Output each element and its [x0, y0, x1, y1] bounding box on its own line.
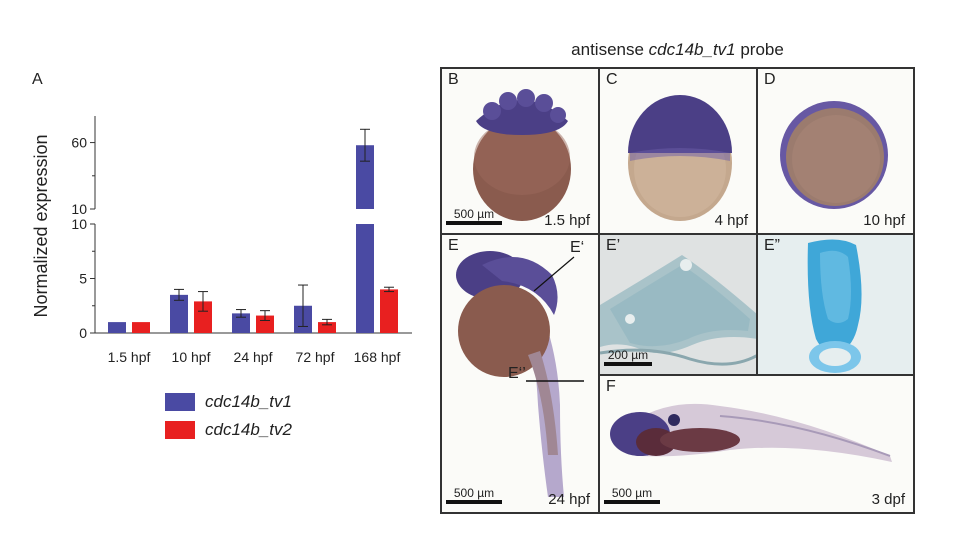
- panel-c-stage: 4 hpf: [714, 212, 748, 229]
- scale-bar-f-line: [604, 500, 660, 504]
- y-tick-label-lower: 0: [79, 325, 87, 341]
- panel-d-stage: 10 hpf: [863, 212, 905, 229]
- legend-item-tv2: cdc14b_tv2: [165, 418, 292, 442]
- x-category-label: 10 hpf: [172, 349, 211, 365]
- chart-legend: cdc14b_tv1 cdc14b_tv2: [165, 390, 292, 446]
- embryo-4hpf-image: [628, 95, 732, 221]
- scale-bar-b-text: 500 µm: [453, 207, 495, 221]
- x-axis-categories: 1.5 hpf 10 hpf 24 hpf 72 hpf 168 hpf: [108, 349, 401, 365]
- y-tick-label-lower: 10: [71, 216, 87, 232]
- image-grid: B 500 µm 1.5 hpf C 4 hpf D 10 hpf: [440, 67, 915, 514]
- scale-bar-e-prime-text: 200 µm: [607, 348, 649, 362]
- bar-cdc14b_tv2: [380, 289, 398, 333]
- x-category-label: 168 hpf: [354, 349, 401, 365]
- scale-bar-e-text: 500 µm: [453, 486, 495, 500]
- bar-cdc14b_tv2: [194, 301, 212, 333]
- panel-b-label: B: [448, 71, 459, 88]
- y-axis-title: Normalized expression: [31, 134, 51, 317]
- y-tick-label-upper: 60: [71, 135, 87, 151]
- panel-f-label: F: [606, 378, 616, 395]
- embryo-1-5hpf-image: [473, 89, 571, 221]
- panel-d: D 10 hpf: [757, 68, 914, 234]
- embryo-24hpf-image: [456, 251, 564, 497]
- panel-e: E E‘ E‘’ 500 µm 24 hpf: [441, 234, 599, 513]
- bar-cdc14b_tv1: [170, 294, 188, 333]
- panel-b-stage: 1.5 hpf: [544, 212, 590, 229]
- title-suffix: probe: [735, 40, 784, 59]
- callout-e1: E‘: [570, 239, 585, 256]
- panel-c-label: C: [606, 71, 618, 88]
- bars: [108, 128, 398, 333]
- x-category-label: 24 hpf: [234, 349, 273, 365]
- y-tick-label-upper: 10: [71, 201, 87, 217]
- panel-e-prime: E’ 200 µm: [599, 234, 757, 375]
- legend-swatch-tv2: [165, 421, 195, 439]
- embryo-10hpf-image: [780, 101, 888, 209]
- panel-e-stage: 24 hpf: [548, 491, 590, 508]
- panel-d-label: D: [764, 71, 776, 88]
- bar-cdc14b_tv1-lower: [356, 224, 374, 333]
- panel-b: B 500 µm 1.5 hpf: [441, 68, 599, 234]
- scale-bar-e-line: [446, 500, 502, 504]
- panel-e-double-prime-label: E”: [764, 237, 780, 254]
- section-e-double-prime-image: [807, 239, 862, 373]
- larva-3dpf-image: [610, 403, 892, 462]
- callout-e2: E‘’: [508, 365, 526, 382]
- bar-cdc14b_tv2: [318, 322, 336, 333]
- bar-cdc14b_tv1: [108, 322, 126, 333]
- panel-e-double-prime: E”: [757, 234, 914, 375]
- legend-label-tv1: cdc14b_tv1: [205, 392, 292, 411]
- legend-swatch-tv1: [165, 393, 195, 411]
- scale-bar-e-prime-line: [604, 362, 652, 366]
- x-category-label: 1.5 hpf: [108, 349, 151, 365]
- bar-cdc14b_tv1: [232, 313, 250, 333]
- panel-c: C 4 hpf: [599, 68, 757, 234]
- scale-bar-b-line: [446, 221, 502, 225]
- legend-item-tv1: cdc14b_tv1: [165, 390, 292, 414]
- panel-f: F 500 µm 3 dpf: [599, 375, 914, 513]
- title-gene: cdc14b_tv1: [648, 40, 736, 59]
- bar-cdc14b_tv2: [256, 315, 274, 333]
- bar-cdc14b_tv2: [132, 322, 150, 333]
- section-e-prime-image: [600, 255, 756, 366]
- y-tick-label-lower: 5: [79, 271, 87, 287]
- x-category-label: 72 hpf: [296, 349, 335, 365]
- figure-title: antisense cdc14b_tv1 probe: [440, 40, 915, 60]
- title-prefix: antisense: [571, 40, 649, 59]
- panel-e-prime-label: E’: [606, 237, 621, 254]
- scale-bar-f-text: 500 µm: [611, 486, 653, 500]
- panel-f-stage: 3 dpf: [871, 491, 905, 508]
- panel-e-label: E: [448, 237, 459, 254]
- legend-label-tv2: cdc14b_tv2: [205, 420, 292, 439]
- callout-e1-line: [526, 256, 584, 382]
- chart-panel-label: A: [32, 71, 43, 88]
